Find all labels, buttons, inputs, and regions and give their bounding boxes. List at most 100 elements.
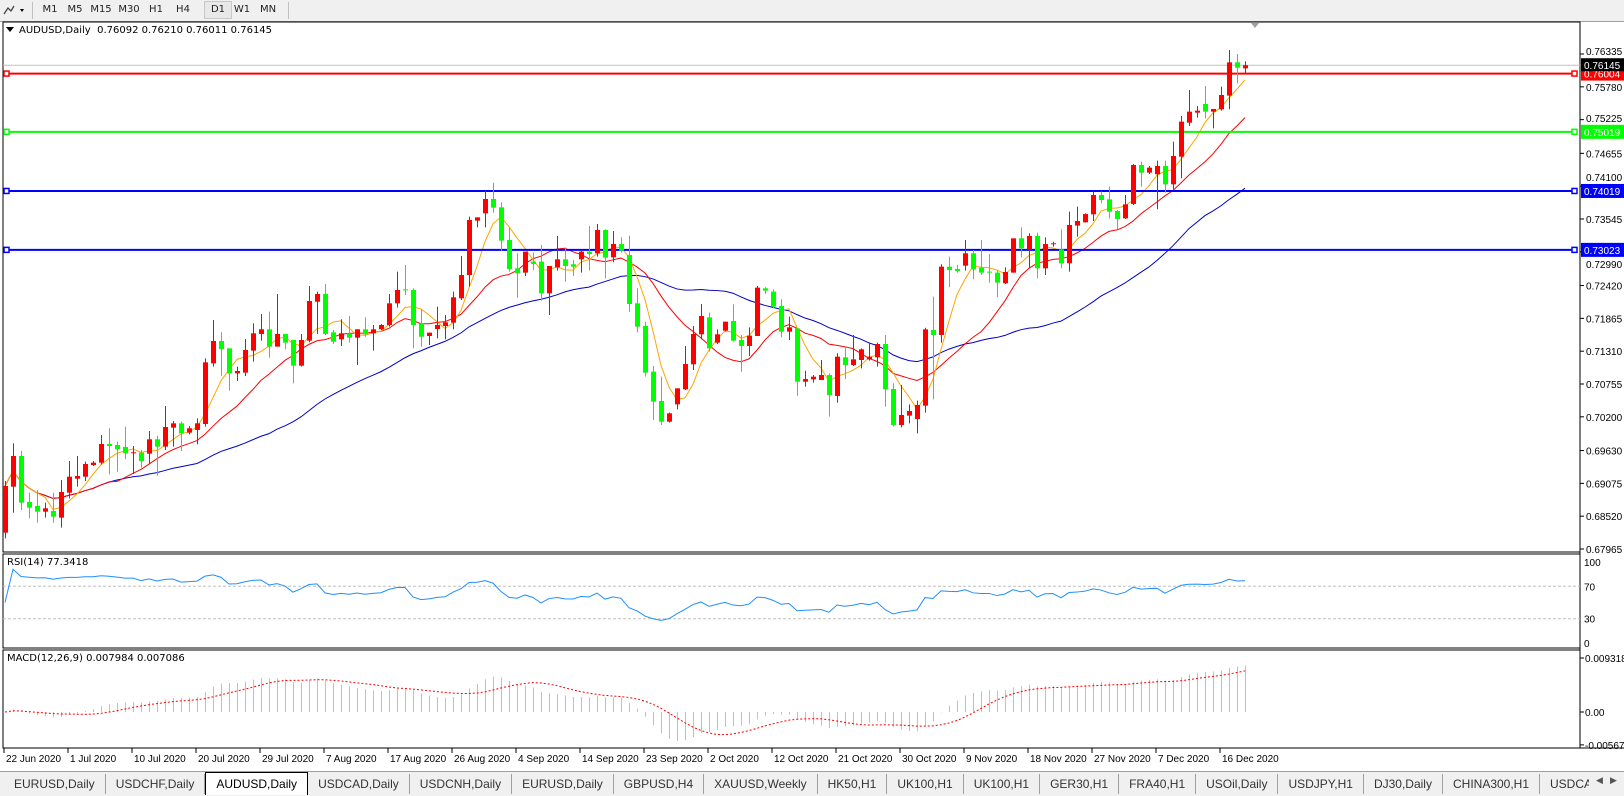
price-tick-label: 0.72420	[1586, 282, 1623, 293]
price-tick-label: 0.67965	[1586, 545, 1623, 556]
candle-body	[843, 357, 848, 366]
chart-tab[interactable]: UK100,H1	[887, 774, 964, 794]
chart-menu-triangle-icon[interactable]	[6, 27, 14, 32]
candle	[859, 348, 864, 369]
candle-body	[379, 324, 384, 330]
candle-body	[1219, 94, 1224, 110]
candle-body	[555, 259, 560, 268]
candle	[771, 289, 776, 309]
candle	[523, 251, 528, 277]
candle	[739, 334, 744, 372]
chart-tab[interactable]: XAUUSD,Weekly	[704, 774, 818, 794]
candle	[899, 385, 904, 428]
candle-body	[635, 303, 640, 327]
triangle-left-icon[interactable]: ◀	[1596, 776, 1603, 786]
candle	[819, 359, 824, 381]
candle	[691, 325, 696, 370]
candle	[387, 293, 392, 327]
chart-tab[interactable]: USDCNH,Daily	[410, 774, 513, 794]
timeframe-button-d1[interactable]: D1	[204, 1, 232, 19]
timeframe-button-m15[interactable]: M15	[90, 4, 112, 15]
candle-body	[243, 349, 248, 373]
candle-body	[923, 329, 928, 406]
candle-body	[563, 259, 568, 267]
chart-tab[interactable]: DJ30,Daily	[1364, 774, 1443, 794]
timeframe-button-m5[interactable]: M5	[67, 4, 83, 15]
candle	[1131, 164, 1136, 205]
candle	[715, 329, 720, 344]
chart-tab[interactable]: FRA40,H1	[1119, 774, 1197, 794]
candle-body	[443, 322, 448, 326]
candle-body	[1147, 167, 1152, 173]
chart-tab[interactable]: USDCAD,Daily	[308, 774, 410, 794]
candle	[779, 299, 784, 338]
chart-tab[interactable]: GBPUSD,H4	[614, 774, 705, 794]
chart-tab[interactable]: USDJPY,H1	[1278, 774, 1364, 794]
chart-tabs-bar: EURUSD,Daily USDCHF,Daily AUDUSD,Daily USDC…	[0, 771, 1624, 796]
candle-body	[987, 271, 992, 273]
date-label: 16 Dec 2020	[1222, 754, 1279, 765]
candle	[619, 237, 624, 253]
candle-body	[571, 264, 576, 267]
candle-body	[1243, 65, 1248, 69]
chart-tab[interactable]: CHINA300,H1	[1443, 774, 1541, 794]
candle	[563, 247, 568, 282]
candle	[147, 430, 152, 465]
candle-body	[995, 272, 1000, 283]
candle	[403, 265, 408, 295]
triangle-right-icon[interactable]: ▶	[1610, 776, 1617, 786]
candle	[491, 182, 496, 213]
candle-body	[547, 266, 552, 294]
chart-tab[interactable]: UK100,H1	[964, 774, 1041, 794]
candle-body	[643, 325, 648, 373]
candle	[371, 324, 376, 351]
candle-body	[395, 289, 400, 304]
candle-body	[251, 333, 256, 351]
chart-tab[interactable]: EURUSD,Daily	[512, 774, 614, 794]
candle	[755, 286, 760, 336]
timeframe-button-m1[interactable]: M1	[42, 4, 58, 15]
chart-tab[interactable]: HK50,H1	[818, 774, 888, 794]
candle-body	[203, 362, 208, 424]
candle-body	[675, 388, 680, 405]
line-tool-dropdown-icon[interactable]	[2, 2, 28, 18]
candle	[35, 489, 40, 523]
candle	[643, 321, 648, 377]
candle	[811, 375, 816, 383]
candle-body	[155, 439, 160, 447]
candle-body	[211, 341, 216, 364]
date-label: 4 Sep 2020	[518, 754, 570, 765]
candle	[59, 479, 64, 528]
candle-body	[747, 335, 752, 346]
candle-body	[371, 329, 376, 334]
chart-tab[interactable]: EURUSD,Daily	[4, 774, 106, 794]
chart-tab[interactable]: USOil,Daily	[1196, 774, 1279, 794]
candle	[555, 235, 560, 271]
candle	[379, 323, 384, 331]
chart-tab[interactable]: GER30,H1	[1040, 774, 1120, 794]
date-label: 20 Jul 2020	[198, 754, 250, 765]
price-tick-label: 0.70755	[1586, 380, 1623, 391]
timeframe-button-h1[interactable]: H1	[149, 4, 163, 15]
candle-body	[515, 268, 520, 274]
candle-body	[1123, 204, 1128, 219]
candle-body	[1003, 271, 1008, 284]
chart-tab[interactable]: USDCAD,H1	[1540, 774, 1589, 794]
price-chart[interactable]: 0.76335 0.75780 0.75225 0.74655 0.74100 0.735…	[0, 0, 1624, 771]
date-label: 9 Nov 2020	[966, 754, 1018, 765]
candle	[251, 323, 256, 362]
timeframe-button-h4[interactable]: H4	[176, 4, 190, 15]
candle-body	[739, 340, 744, 346]
candle	[667, 412, 672, 423]
candle	[499, 202, 504, 251]
chart-tab[interactable]: AUDUSD,Daily	[205, 772, 309, 795]
candle-body	[803, 379, 808, 382]
candle	[923, 327, 928, 413]
price-tick-label: 0.75225	[1586, 114, 1623, 125]
timeframe-button-w1[interactable]: W1	[233, 4, 251, 15]
candle	[531, 252, 536, 270]
chart-tab[interactable]: USDCHF,Daily	[106, 774, 206, 794]
timeframe-button-m30[interactable]: M30	[118, 4, 140, 15]
candle	[283, 333, 288, 350]
timeframe-button-mn[interactable]: MN	[259, 4, 277, 15]
